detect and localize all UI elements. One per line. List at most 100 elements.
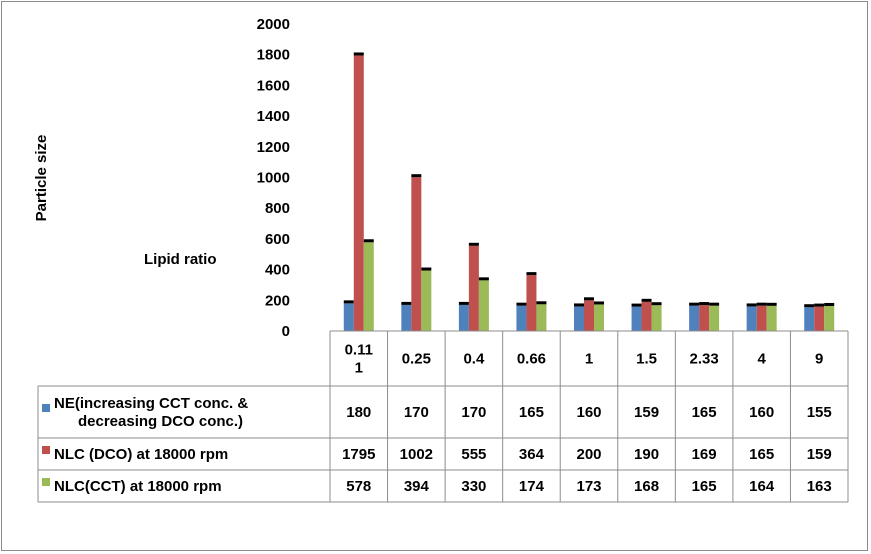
x-tick-label: 0.25 — [402, 351, 431, 368]
bar — [766, 305, 777, 331]
bar — [363, 242, 374, 331]
data-table-value: 555 — [461, 446, 486, 463]
bar — [516, 305, 527, 331]
legend-key — [42, 446, 50, 454]
error-bar — [401, 301, 412, 305]
y-tick-label: 200 — [265, 292, 290, 309]
bar — [584, 300, 594, 331]
bar — [401, 304, 412, 331]
data-table-value: 173 — [576, 478, 601, 495]
error-bar — [746, 303, 757, 307]
x-tick-label: 2.33 — [690, 351, 719, 368]
legend-label: NLC(CCT) at 18000 rpm — [54, 478, 222, 495]
error-bar — [651, 302, 662, 306]
bar — [641, 301, 652, 331]
data-table-value: 163 — [807, 478, 832, 495]
legend-key — [42, 404, 50, 412]
data-table-value: 1002 — [400, 446, 433, 463]
bar — [689, 305, 700, 331]
bar — [699, 305, 710, 331]
data-table-value: 165 — [749, 446, 774, 463]
y-tick-label: 600 — [265, 231, 290, 248]
bar — [594, 304, 604, 331]
error-bar — [458, 301, 469, 305]
y-tick-label: 1200 — [257, 139, 290, 156]
data-table-value: 155 — [807, 404, 832, 421]
bar — [421, 270, 432, 331]
x-tick-label: 0.66 — [517, 351, 546, 368]
error-bar — [689, 302, 700, 306]
data-table-value: 200 — [576, 446, 601, 463]
bar — [746, 306, 757, 331]
data-table-value: 394 — [404, 478, 430, 495]
error-bar — [756, 302, 767, 306]
error-bar — [536, 301, 547, 305]
bar — [824, 305, 835, 331]
bar — [574, 306, 584, 331]
y-tick-label: 1600 — [257, 77, 290, 94]
bar — [536, 304, 547, 331]
data-table-value: 165 — [692, 404, 717, 421]
error-bar — [421, 267, 432, 271]
x-tick-label: 1.5 — [636, 351, 657, 368]
bar — [343, 303, 354, 331]
data-table-value: 330 — [461, 478, 486, 495]
y-tick-label: 1400 — [257, 108, 290, 125]
data-table-value: 168 — [634, 478, 659, 495]
legend-label: NE(increasing CCT conc. & decreasing DCO … — [54, 395, 248, 430]
error-bar — [699, 302, 710, 306]
data-table-value: 364 — [519, 446, 545, 463]
error-bar — [641, 298, 652, 302]
bar — [651, 305, 662, 331]
y-tick-label: 400 — [265, 262, 290, 279]
bar — [631, 306, 642, 331]
error-bar — [584, 297, 594, 301]
y-tick-label: 1800 — [257, 47, 290, 64]
x-axis-title: Lipid ratio — [144, 251, 217, 268]
data-table-value: 174 — [519, 478, 545, 495]
error-bar — [468, 242, 479, 246]
data-table-value: 159 — [634, 404, 659, 421]
bar — [804, 307, 815, 331]
y-tick-label: 2000 — [257, 16, 290, 33]
legend-label: NLC (DCO) at 18000 rpm — [54, 446, 228, 463]
data-table-value: 578 — [346, 478, 371, 495]
x-tick-label: 0.11 1 — [345, 342, 373, 377]
error-bar — [353, 52, 364, 56]
y-tick-label: 800 — [265, 200, 290, 217]
bar — [814, 306, 825, 331]
x-tick-label: 0.4 — [463, 351, 485, 368]
x-tick-label: 1 — [585, 351, 593, 368]
data-table-value: 170 — [404, 404, 429, 421]
data-table-value: 169 — [692, 446, 717, 463]
error-bar — [824, 302, 835, 306]
bar — [468, 245, 479, 331]
data-table-value: 1795 — [342, 446, 375, 463]
error-bar — [814, 303, 825, 307]
bar — [411, 177, 422, 331]
data-table-value: 190 — [634, 446, 659, 463]
data-table-value: 160 — [576, 404, 601, 421]
bar — [458, 304, 469, 331]
error-bar — [804, 304, 815, 308]
bar — [353, 55, 364, 331]
x-tick-label: 4 — [757, 351, 766, 368]
error-bar — [363, 239, 374, 243]
y-axis-title: Particle size — [33, 135, 50, 222]
error-bar — [343, 300, 354, 304]
data-table-value: 170 — [461, 404, 486, 421]
data-table-value: 165 — [519, 404, 544, 421]
legend-key — [42, 478, 50, 486]
x-tick-label: 9 — [815, 351, 823, 368]
bar — [526, 275, 537, 331]
error-bar — [478, 277, 489, 281]
y-tick-label: 1000 — [257, 170, 290, 187]
error-bar — [709, 302, 720, 306]
bar — [478, 280, 489, 331]
bar — [756, 305, 767, 331]
y-tick-label: 0 — [282, 323, 290, 340]
error-bar — [411, 174, 422, 178]
data-table-value: 165 — [692, 478, 717, 495]
